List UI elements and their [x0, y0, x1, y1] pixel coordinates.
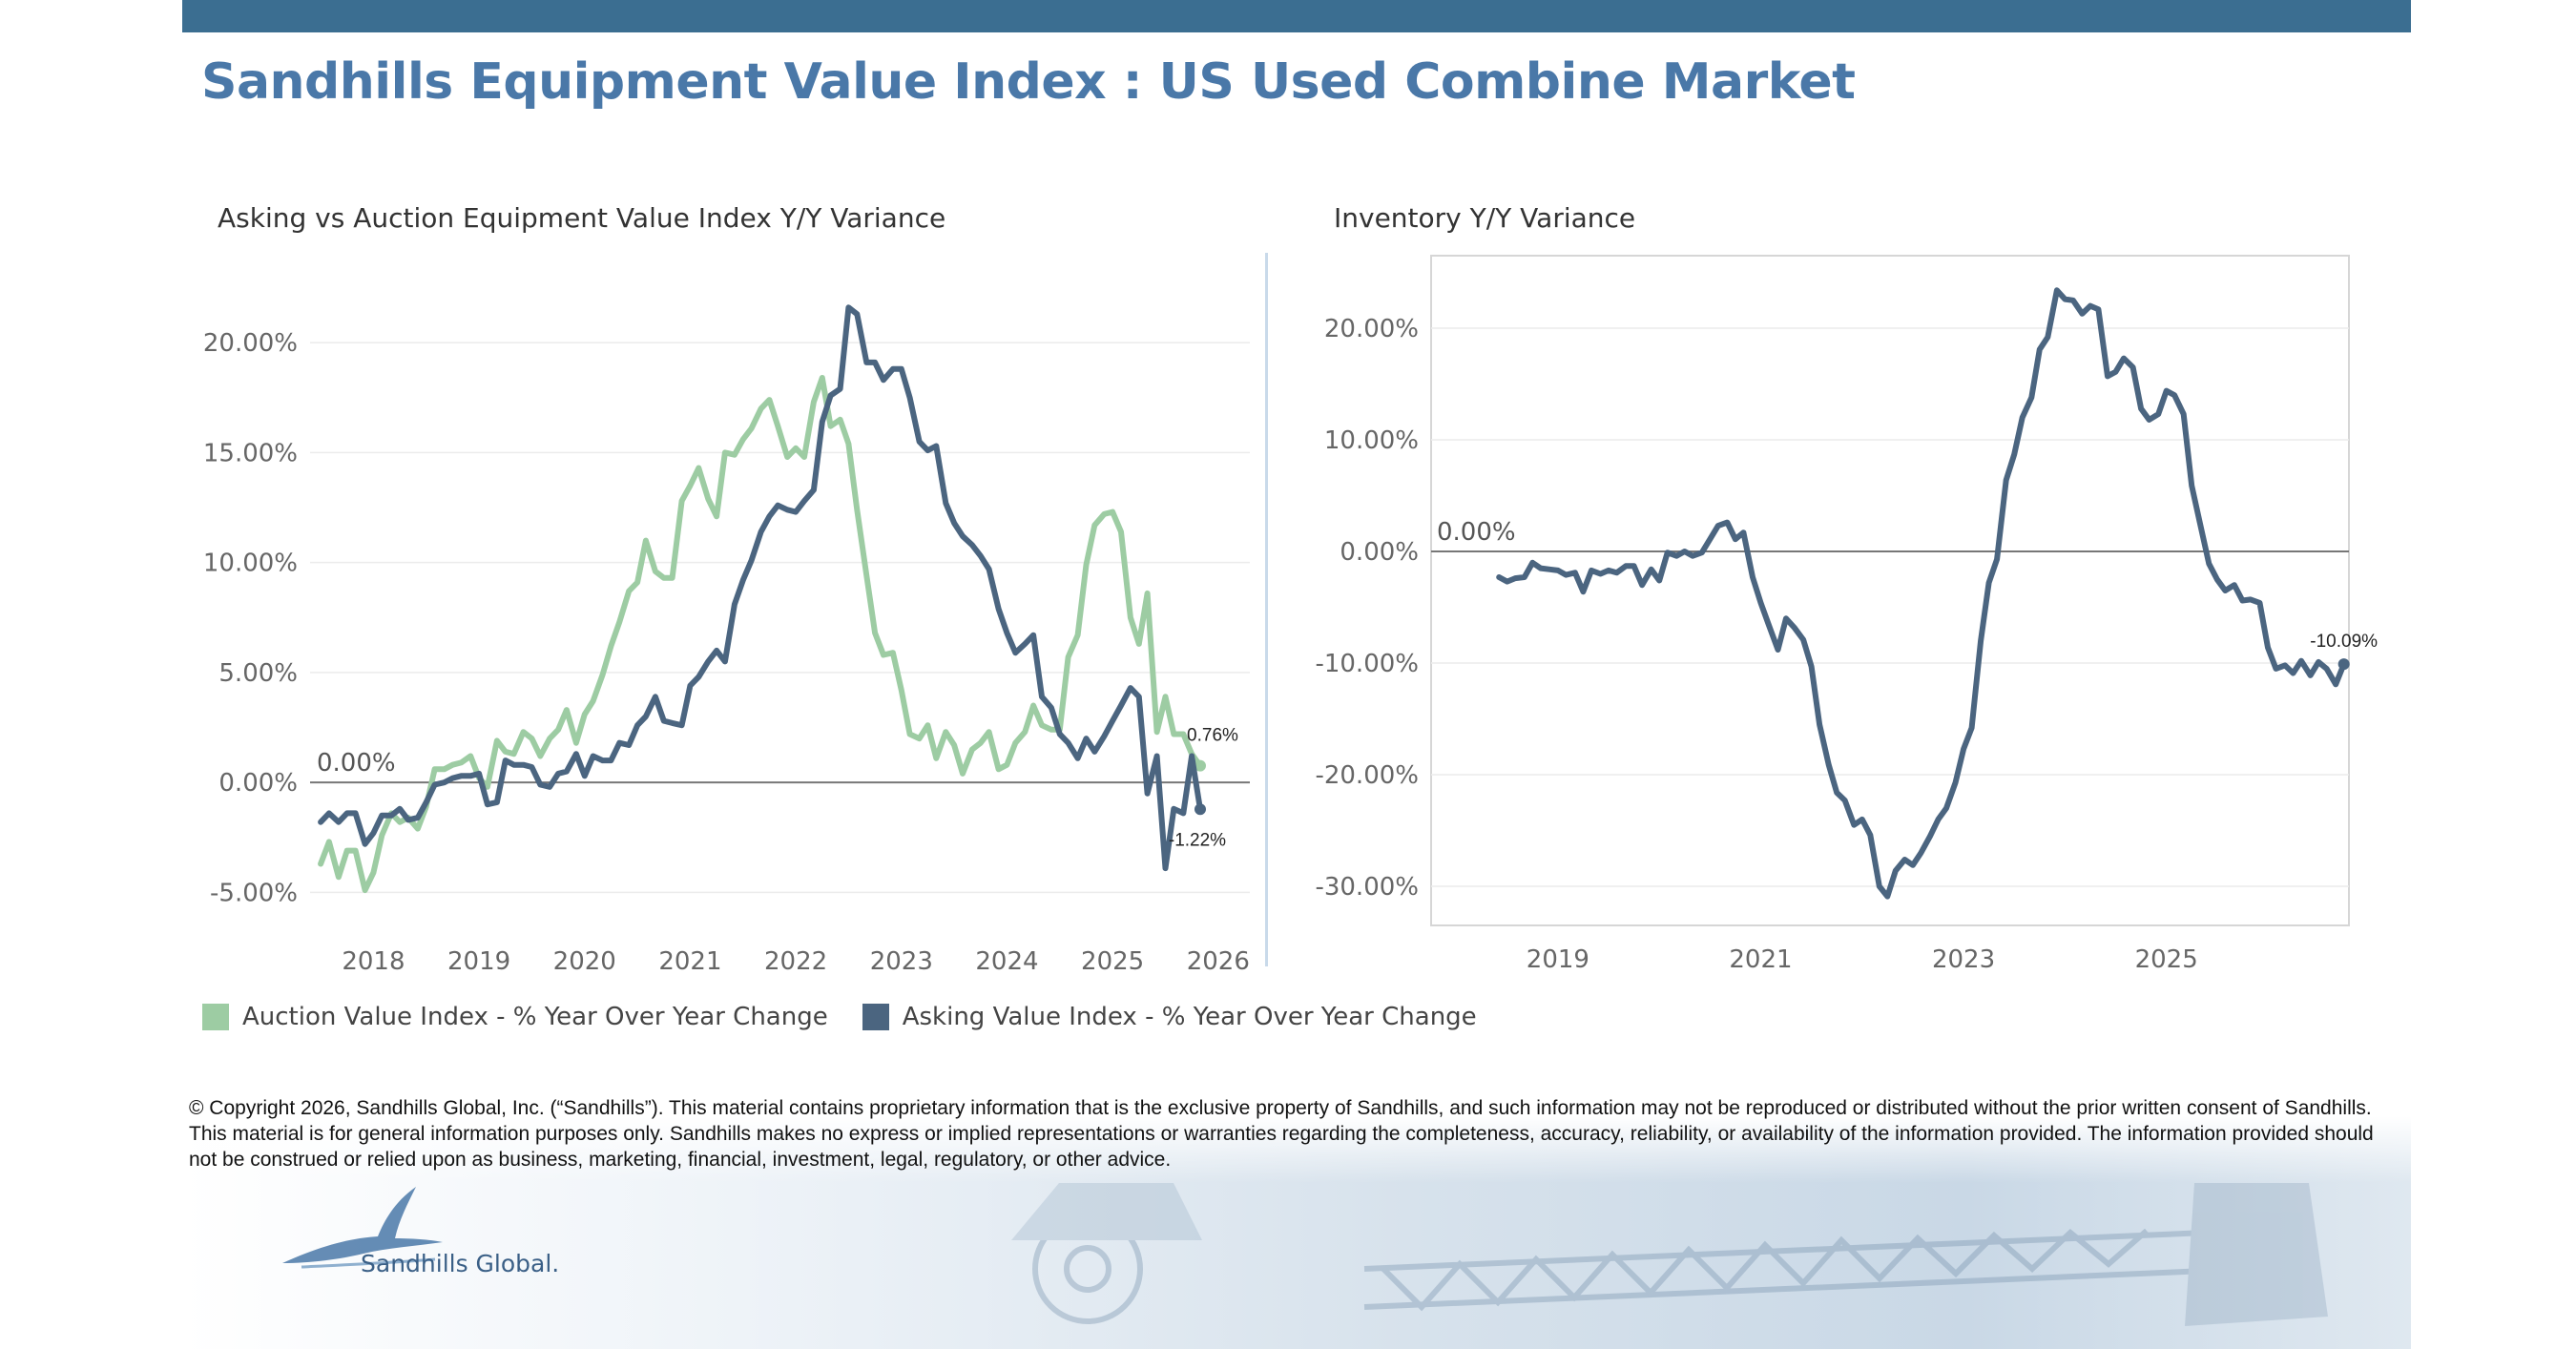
header-bar	[182, 0, 2411, 32]
right-chart-title: Inventory Y/Y Variance	[1334, 202, 1636, 234]
combine-harvester-image	[1011, 1183, 2328, 1326]
left-zero-label: 0.00%	[317, 749, 396, 778]
footer-fade	[182, 1116, 2411, 1183]
left-series-end-point-0	[1194, 759, 1206, 772]
legend-item-auction[interactable]: Auction Value Index - % Year Over Year C…	[202, 1003, 828, 1031]
legend-label-asking: Asking Value Index - % Year Over Year Ch…	[902, 1003, 1477, 1031]
left-series-end-point-1	[1194, 803, 1206, 816]
left-chart-title: Asking vs Auction Equipment Value Index …	[218, 202, 946, 234]
left-series-line-1	[318, 304, 1203, 872]
right-zero-label: 0.00%	[1437, 518, 1516, 547]
right-y-tick-label: 20.00%	[1324, 315, 1419, 343]
page-title: Sandhills Equipment Value Index : US Use…	[201, 53, 1856, 111]
right-y-tick-label: 10.00%	[1324, 426, 1419, 455]
left-series-end-label-1: -1.22%	[1169, 830, 1226, 850]
right-x-tick-label: 2023	[1932, 945, 1995, 974]
auction-swatch	[202, 1004, 229, 1030]
asking-swatch	[862, 1004, 889, 1030]
left-y-tick-label: 0.00%	[218, 769, 298, 798]
left-x-tick-label: 2024	[975, 947, 1038, 976]
left-x-tick-label: 2021	[658, 947, 721, 976]
left-x-tick-label: 2020	[553, 947, 616, 976]
left-y-tick-label: 5.00%	[218, 659, 298, 688]
left-y-tick-label: 15.00%	[203, 439, 298, 467]
right-x-tick-label: 2019	[1527, 945, 1589, 974]
left-x-tick-label: 2023	[870, 947, 933, 976]
left-y-tick-label: -5.00%	[210, 879, 298, 907]
left-x-tick-label: 2025	[1081, 947, 1144, 976]
left-series-line-0	[318, 375, 1203, 894]
right-series-end-label-0: -10.09%	[2310, 632, 2378, 652]
right-series-line-0	[1496, 287, 2347, 900]
left-x-tick-label: 2019	[447, 947, 510, 976]
right-x-tick-label: 2021	[1729, 945, 1792, 974]
legend: Auction Value Index - % Year Over Year C…	[202, 1000, 1477, 1034]
copyright-notice: © Copyright 2026, Sandhills Global, Inc.…	[189, 1097, 2374, 1171]
logo-text: Sandhills Global.	[361, 1250, 560, 1277]
left-x-tick-label: 2022	[764, 947, 827, 976]
left-y-tick-label: 10.00%	[203, 550, 298, 578]
crane-bird-icon	[282, 1187, 443, 1269]
right-plot-frame	[1430, 255, 2350, 926]
right-y-tick-label: 0.00%	[1340, 538, 1419, 567]
right-y-tick-label: -30.00%	[1315, 873, 1419, 902]
left-series-end-label-0: 0.76%	[1187, 726, 1238, 746]
left-x-tick-label: 2018	[342, 947, 405, 976]
right-x-tick-label: 2025	[2135, 945, 2198, 974]
legend-item-asking[interactable]: Asking Value Index - % Year Over Year Ch…	[862, 1003, 1477, 1031]
legend-label-auction: Auction Value Index - % Year Over Year C…	[242, 1003, 828, 1031]
right-y-tick-label: -10.00%	[1315, 650, 1419, 678]
left-y-tick-label: 20.00%	[203, 329, 298, 358]
right-y-tick-label: -20.00%	[1315, 761, 1419, 790]
right-series-end-point-0	[2337, 658, 2350, 671]
left-x-tick-label: 2026	[1187, 947, 1250, 976]
panel-divider	[1265, 253, 1268, 966]
